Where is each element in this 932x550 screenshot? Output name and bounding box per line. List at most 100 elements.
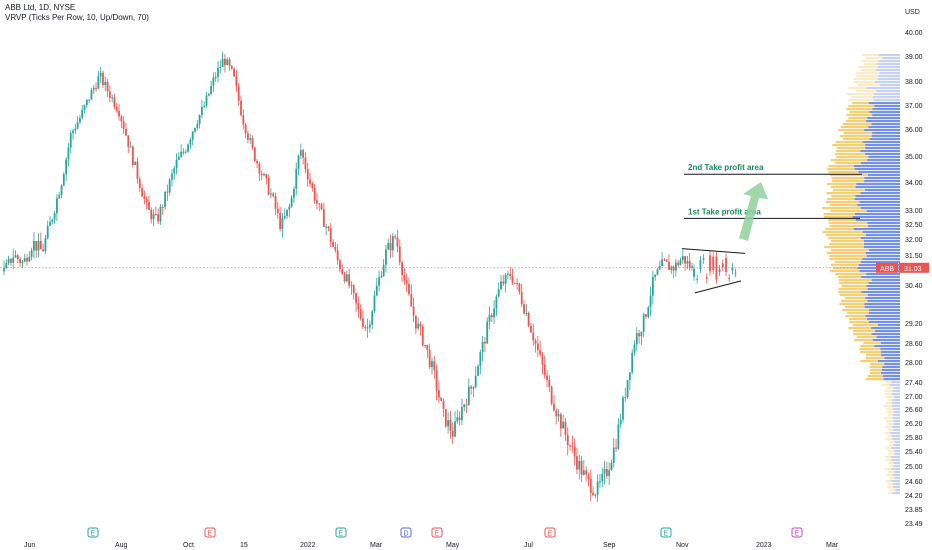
- candle-body: [233, 68, 236, 77]
- candle-body: [164, 191, 166, 208]
- candle-body: [166, 191, 169, 193]
- event-marker: [431, 527, 443, 538]
- volume-profile-bar: [890, 432, 900, 435]
- candle-body: [610, 462, 613, 471]
- candle-body: [481, 341, 484, 353]
- price-tick-label: 25.00: [905, 464, 923, 471]
- volume-profile-bar: [826, 192, 861, 195]
- price-tick-label: 28.60: [905, 341, 923, 348]
- candle-body: [670, 266, 673, 270]
- candle-body: [212, 77, 215, 86]
- volume-profile-bar: [871, 123, 900, 126]
- event-marker: [660, 527, 672, 538]
- volume-profile-bar: [860, 237, 900, 240]
- candle-body: [656, 269, 659, 275]
- candle-body: [576, 456, 578, 470]
- volume-profile-bar: [868, 321, 900, 324]
- time-tick-label: Jun: [24, 542, 35, 549]
- volume-profile-bar: [855, 186, 900, 189]
- time-tick-label: 15: [240, 542, 248, 549]
- candle-body: [412, 306, 415, 316]
- candle-body: [249, 138, 252, 140]
- candle-body: [217, 67, 219, 78]
- volume-profile-bar: [893, 423, 900, 426]
- volume-profile-bar: [843, 132, 873, 135]
- candle-body: [539, 350, 542, 355]
- candle-body: [99, 72, 102, 77]
- candle-body: [362, 318, 364, 327]
- volume-profile-bar: [886, 411, 894, 414]
- volume-profile-bar: [894, 453, 900, 456]
- candle-body: [145, 198, 148, 202]
- candle-body: [53, 213, 56, 220]
- candle-body: [3, 268, 5, 272]
- volume-profile-bar: [847, 99, 874, 102]
- volume-profile-bar: [877, 324, 900, 327]
- volume-profile-bar: [865, 315, 900, 318]
- price-tick-label: 32.50: [905, 222, 923, 229]
- candle-body: [295, 168, 298, 189]
- volume-profile-bar: [884, 390, 893, 393]
- volume-profile-bar: [832, 144, 866, 147]
- candle-body: [180, 151, 183, 157]
- candle-body: [341, 269, 344, 274]
- volume-profile-bar: [858, 171, 900, 174]
- candle-body: [555, 410, 558, 417]
- candle-body: [385, 249, 387, 265]
- volume-profile-bar: [828, 222, 868, 225]
- volume-profile-bar: [869, 111, 900, 114]
- candle-body: [484, 341, 486, 344]
- volume-profile-bar: [845, 306, 865, 309]
- candle-body: [304, 157, 307, 170]
- volume-profile-bar: [868, 312, 900, 315]
- candle-body: [566, 434, 569, 446]
- price-axis[interactable]: USD 40.00 39.00 38.00 37.00 36.00 35.00 34.00 33…: [876, 9, 929, 528]
- candle-body: [603, 469, 606, 474]
- volume-profile-bar: [854, 198, 900, 201]
- volume-profile-bar: [829, 255, 867, 258]
- volume-profile-bar: [891, 435, 900, 438]
- candle-body: [677, 262, 680, 265]
- volume-profile-bar: [894, 441, 900, 444]
- volume-profile-bar: [830, 249, 869, 252]
- candle-body: [274, 196, 277, 209]
- symbol-line[interactable]: ABB Ltd, 1D, NYSE: [5, 3, 76, 12]
- candle-body: [251, 138, 254, 148]
- candle-body: [624, 396, 627, 398]
- volume-profile-bar: [892, 399, 900, 402]
- candle-body: [329, 228, 332, 242]
- candle-body: [715, 256, 718, 280]
- candle-body: [334, 246, 337, 251]
- candle-body: [731, 267, 734, 271]
- volume-profile-bar: [830, 159, 868, 162]
- volume-profile-bar: [895, 489, 900, 492]
- volume-profile-bar: [882, 366, 900, 369]
- price-tick-label: 31.50: [905, 253, 923, 260]
- volume-profile-bar: [838, 279, 872, 282]
- candle-body: [196, 124, 199, 128]
- candle-body: [113, 97, 116, 107]
- volume-profile-bar: [867, 288, 900, 291]
- volume-profile-bar: [892, 405, 900, 408]
- volume-profile-bar: [853, 165, 900, 168]
- candle-body: [589, 478, 592, 493]
- candle-body: [373, 295, 376, 312]
- time-axis[interactable]: Jun Aug Oct 15 2022 Mar May Jul Sep Nov 2023 Mar: [24, 542, 839, 549]
- candle-body: [665, 259, 668, 262]
- triangle-lower-line: [694, 280, 742, 294]
- volume-profile-bar: [852, 324, 878, 327]
- volume-profile-bar: [823, 216, 853, 219]
- triangle-upper-line: [681, 248, 746, 254]
- candle-body: [72, 130, 74, 134]
- indicator-line[interactable]: VRVP (Ticks Per Row, 10, Up/Down, 70): [5, 13, 149, 22]
- volume-profile-bar: [846, 108, 873, 111]
- volume-profile-bar: [885, 396, 894, 399]
- volume-profile-bar: [871, 279, 900, 282]
- candle-body: [150, 209, 153, 220]
- volume-profile-bar: [857, 84, 881, 87]
- volume-profile-bar: [874, 81, 900, 84]
- event-marker-label: E: [208, 531, 213, 538]
- volume-profile-bar: [872, 96, 900, 99]
